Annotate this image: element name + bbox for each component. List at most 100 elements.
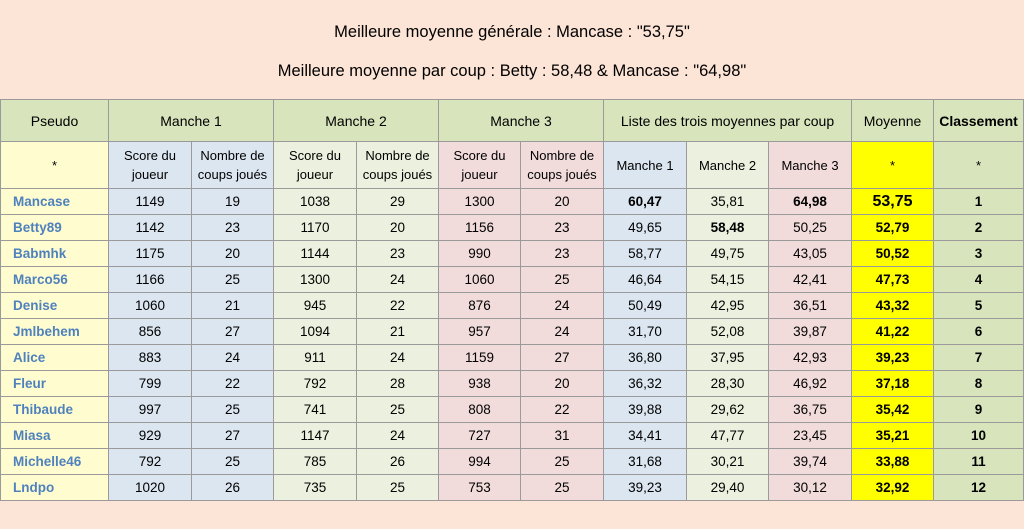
player-name-cell: Babmhk (0, 240, 109, 267)
avg-m2-cell: 30,21 (686, 448, 769, 475)
score-m3-cell: 1060 (438, 266, 521, 293)
coups-m2-cell: 24 (356, 422, 439, 449)
avg-m3-cell: 30,12 (768, 474, 852, 501)
rank-cell: 6 (933, 318, 1024, 345)
coups-m1-cell: 25 (191, 396, 274, 423)
score-m2-cell: 1094 (273, 318, 357, 345)
table-row: Marco56 1166 25 1300 24 1060 25 46,64 54,15 42,41… (0, 266, 1024, 293)
avg-m2-cell: 29,40 (686, 474, 769, 501)
table-row: Michelle46 792 25 785 26 994 25 31,68 30,21 39,74… (0, 448, 1024, 475)
score-m2-cell: 1300 (273, 266, 357, 293)
manche-1-header: Manche 1 (108, 99, 274, 142)
player-name-cell: Mancase (0, 188, 109, 215)
score-m3-cell: 957 (438, 318, 521, 345)
coups-m3-cell: 20 (520, 188, 604, 215)
manche-2-header: Manche 2 (273, 99, 439, 142)
results-table: Pseudo Manche 1 Manche 2 Manche 3 Liste … (0, 99, 1024, 501)
coups-m2-cell: 22 (356, 292, 439, 319)
coups-m1-cell: 26 (191, 474, 274, 501)
avg-m3-cell: 39,74 (768, 448, 852, 475)
rank-cell: 3 (933, 240, 1024, 267)
avg-m1-cell: 39,23 (603, 474, 687, 501)
score-m1-cell: 883 (108, 344, 192, 371)
table-row: Alice 883 24 911 24 1159 27 36,80 37,95 42,93 39,2… (0, 344, 1024, 371)
avg-m3-cell: 46,92 (768, 370, 852, 397)
averages-list-header: Liste des trois moyennes par coup (603, 99, 852, 142)
coups-header-m1: Nombre de coups joués (191, 141, 274, 189)
overall-average-cell: 33,88 (851, 448, 934, 475)
coups-m3-cell: 20 (520, 370, 604, 397)
overall-average-cell: 53,75 (851, 188, 934, 215)
score-m1-cell: 1020 (108, 474, 192, 501)
avg-m2-cell: 47,77 (686, 422, 769, 449)
score-m1-cell: 1175 (108, 240, 192, 267)
coups-header-m2: Nombre de coups joués (356, 141, 439, 189)
avg-m1-cell: 39,88 (603, 396, 687, 423)
overall-average-cell: 43,32 (851, 292, 934, 319)
coups-m1-cell: 27 (191, 318, 274, 345)
coups-m2-cell: 29 (356, 188, 439, 215)
coups-m1-cell: 27 (191, 422, 274, 449)
avg-m2-cell: 42,95 (686, 292, 769, 319)
coups-m2-cell: 24 (356, 344, 439, 371)
table-row: Babmhk 1175 20 1144 23 990 23 58,77 49,75 43,05 50… (0, 240, 1024, 267)
overall-average-cell: 41,22 (851, 318, 934, 345)
coups-m2-cell: 25 (356, 474, 439, 501)
coups-m2-cell: 25 (356, 396, 439, 423)
table-row: Lndpo 1020 26 735 25 753 25 39,23 29,40 30,12 32,9… (0, 474, 1024, 501)
avg-m2-cell: 37,95 (686, 344, 769, 371)
avg-m3-cell: 42,41 (768, 266, 852, 293)
score-m2-cell: 1144 (273, 240, 357, 267)
table-row: Denise 1060 21 945 22 876 24 50,49 42,95 36,51 43,… (0, 292, 1024, 319)
table-row: Fleur 799 22 792 28 938 20 36,32 28,30 46,92 37,18… (0, 370, 1024, 397)
moyenne-star: * (851, 141, 934, 189)
pseudo-star: * (0, 141, 109, 189)
overall-average-cell: 47,73 (851, 266, 934, 293)
coups-m2-cell: 20 (356, 214, 439, 241)
coups-m2-cell: 26 (356, 448, 439, 475)
rank-cell: 7 (933, 344, 1024, 371)
avg-m1-cell: 50,49 (603, 292, 687, 319)
table-row: Thibaude 997 25 741 25 808 22 39,88 29,62 36,75 35… (0, 396, 1024, 423)
avg-m1-cell: 31,68 (603, 448, 687, 475)
avg-m2-cell: 52,08 (686, 318, 769, 345)
table-row: Betty89 1142 23 1170 20 1156 23 49,65 58,48 50,25… (0, 214, 1024, 241)
rank-cell: 5 (933, 292, 1024, 319)
overall-average-cell: 35,42 (851, 396, 934, 423)
player-name-cell: Fleur (0, 370, 109, 397)
coups-m3-cell: 25 (520, 474, 604, 501)
coups-m1-cell: 23 (191, 214, 274, 241)
avg-m2-cell: 28,30 (686, 370, 769, 397)
score-header-m3: Score du joueur (438, 141, 521, 189)
coups-m1-cell: 25 (191, 448, 274, 475)
header-row: Pseudo Manche 1 Manche 2 Manche 3 Liste … (0, 99, 1024, 142)
avg-m1-cell: 36,32 (603, 370, 687, 397)
player-name-cell: Jmlbehem (0, 318, 109, 345)
overall-average-cell: 39,23 (851, 344, 934, 371)
manche-3-header: Manche 3 (438, 99, 604, 142)
table-row: Jmlbehem 856 27 1094 21 957 24 31,70 52,08 39,87 4… (0, 318, 1024, 345)
avg-m3-cell: 36,51 (768, 292, 852, 319)
avg-m1-cell: 34,41 (603, 422, 687, 449)
score-m3-cell: 938 (438, 370, 521, 397)
score-m2-cell: 1147 (273, 422, 357, 449)
coups-m1-cell: 22 (191, 370, 274, 397)
player-name-cell: Betty89 (0, 214, 109, 241)
score-m1-cell: 1166 (108, 266, 192, 293)
score-m2-cell: 1038 (273, 188, 357, 215)
score-m1-cell: 1060 (108, 292, 192, 319)
score-m3-cell: 727 (438, 422, 521, 449)
score-m2-cell: 911 (273, 344, 357, 371)
score-m2-cell: 785 (273, 448, 357, 475)
list-manche-2-header: Manche 2 (686, 141, 769, 189)
coups-m2-cell: 28 (356, 370, 439, 397)
score-m2-cell: 1170 (273, 214, 357, 241)
coups-m1-cell: 19 (191, 188, 274, 215)
avg-m3-cell: 42,93 (768, 344, 852, 371)
coups-m1-cell: 21 (191, 292, 274, 319)
player-name-cell: Denise (0, 292, 109, 319)
rank-cell: 2 (933, 214, 1024, 241)
coups-m3-cell: 23 (520, 214, 604, 241)
avg-m1-cell: 31,70 (603, 318, 687, 345)
coups-header-m3: Nombre de coups joués (520, 141, 604, 189)
